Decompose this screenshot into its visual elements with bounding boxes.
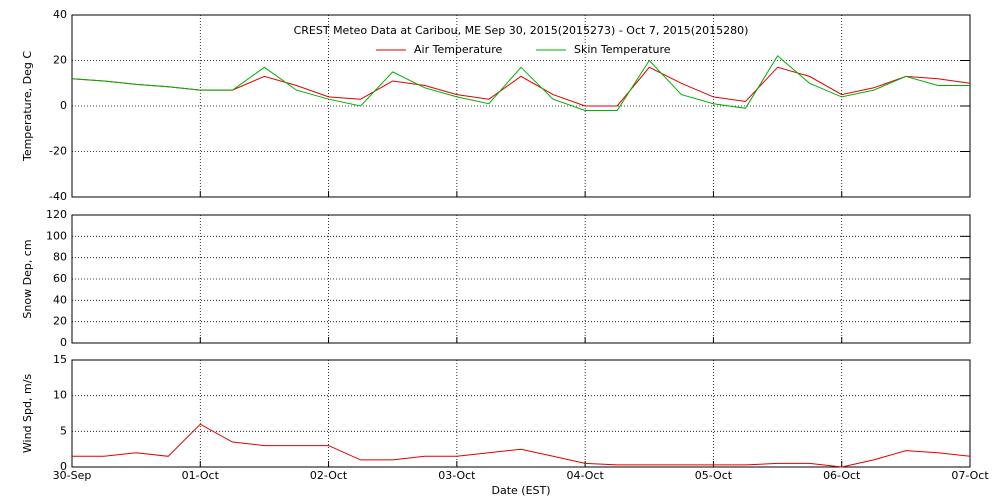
y-axis-label: Snow Dep, cm <box>21 239 34 318</box>
legend-label: Air Temperature <box>414 43 503 56</box>
plot-frame <box>71 14 971 198</box>
data-line <box>71 55 970 111</box>
x-tick-label: 07-Oct <box>951 469 989 482</box>
x-tick-label: 06-Oct <box>823 469 861 482</box>
x-tick-label: 03-Oct <box>438 469 476 482</box>
x-tick-label: 04-Oct <box>566 469 604 482</box>
y-axis-label: Temperature, Deg C <box>21 51 34 162</box>
plot-frame <box>71 359 971 468</box>
y-axis-label: Wind Spd, m/s <box>21 374 34 454</box>
x-tick-label: 01-Oct <box>182 469 220 482</box>
y-tick-label: 0 <box>60 99 67 112</box>
y-tick-label: 40 <box>53 293 67 306</box>
y-tick-label: -20 <box>49 145 67 158</box>
chart-title: CREST Meteo Data at Caribou, ME Sep 30, … <box>294 24 749 37</box>
y-tick-label: 15 <box>53 353 67 366</box>
x-tick-label: 05-Oct <box>695 469 733 482</box>
y-tick-label: 60 <box>53 272 67 285</box>
y-tick-label: 80 <box>53 251 67 264</box>
x-axis-label: Date (EST) <box>491 484 550 497</box>
y-tick-label: 0 <box>60 460 67 473</box>
y-tick-label: 10 <box>53 389 67 402</box>
y-tick-label: 0 <box>60 336 67 349</box>
y-tick-label: 20 <box>53 54 67 67</box>
y-tick-label: 5 <box>60 424 67 437</box>
data-line <box>71 66 971 107</box>
x-tick-label: 02-Oct <box>310 469 348 482</box>
y-tick-label: 100 <box>46 229 67 242</box>
y-tick-label: 120 <box>46 208 67 221</box>
y-tick-label: -40 <box>49 190 67 203</box>
x-tick-label: 30-Sep <box>53 469 92 482</box>
plot-frame <box>71 214 971 344</box>
legend-label: Skin Temperature <box>574 43 671 56</box>
y-tick-label: 40 <box>53 8 67 21</box>
data-line <box>72 423 971 468</box>
y-tick-label: 20 <box>53 315 67 328</box>
